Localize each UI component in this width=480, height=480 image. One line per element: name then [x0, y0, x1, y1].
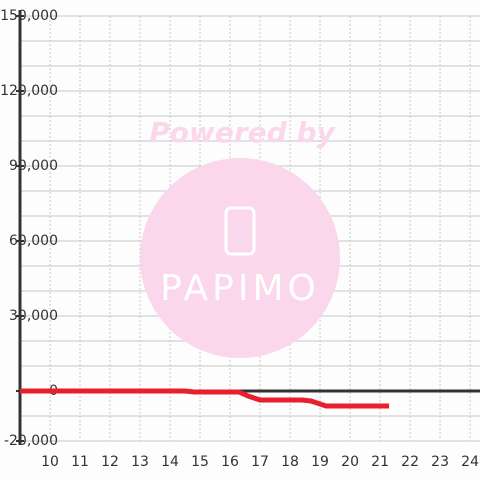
watermark-logo: PAPIMO: [160, 268, 320, 309]
x-tick-label: 13: [131, 454, 149, 470]
x-tick-label: 12: [101, 454, 119, 470]
plot: -20,000030,00060,00090,000120,000150,000…: [0, 8, 480, 470]
x-tick-label: 10: [41, 454, 59, 470]
y-tick-label: 120,000: [0, 83, 58, 99]
x-tick-label: 17: [251, 454, 269, 470]
x-tick-label: 16: [221, 454, 239, 470]
watermark-icon: [224, 206, 256, 256]
x-tick-label: 23: [431, 454, 449, 470]
data-line: [20, 388, 390, 409]
x-tick-label: 14: [161, 454, 179, 470]
y-tick-label: 90,000: [9, 158, 58, 174]
x-tick-label: 20: [341, 454, 359, 470]
x-tick-label: 19: [311, 454, 329, 470]
x-tick-label: 11: [71, 454, 89, 470]
watermark: Powered by PAPIMO: [140, 116, 340, 358]
y-tick-label: 150,000: [0, 8, 58, 24]
x-tick-label: 22: [401, 454, 419, 470]
y-tick-label: 60,000: [9, 233, 58, 249]
y-tick-label: 30,000: [9, 308, 58, 324]
x-tick-label: 18: [281, 454, 299, 470]
watermark-text: Powered by: [149, 116, 336, 149]
y-tick-label: -20,000: [4, 433, 58, 449]
x-tick-label: 21: [371, 454, 389, 470]
x-tick-label: 24: [461, 454, 479, 470]
x-tick-label: 15: [191, 454, 209, 470]
watermark-circle: [140, 158, 340, 358]
